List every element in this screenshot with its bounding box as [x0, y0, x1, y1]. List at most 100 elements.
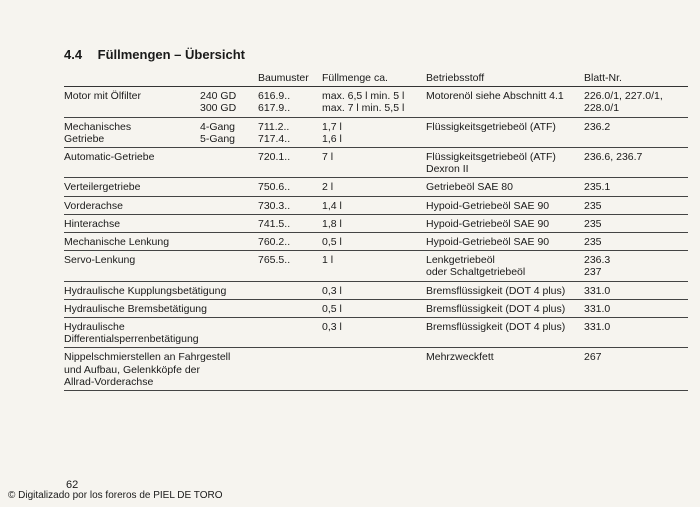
cell-blatt: 331.0	[584, 321, 688, 345]
cell-variant	[200, 181, 258, 193]
name-text: und Aufbau, Gelenkköpfe der	[64, 363, 201, 376]
cell-name: Vorderachse	[64, 200, 200, 212]
fuellmenge-text: 1,7 l	[322, 120, 342, 133]
table-row: Mechanisches Getriebe 4-Gang 5-Gang 711.2.. 7…	[64, 118, 688, 149]
betriebsstoff-text: Flüssigkeitsgetriebeöl (ATF)	[426, 151, 556, 164]
blatt-text: 236.2	[584, 120, 611, 133]
table-row: Verteilergetriebe 750.6.. 2 l Getriebeöl SA…	[64, 178, 688, 197]
cell-name: Hinterachse	[64, 218, 200, 230]
header-baumuster: Baumuster	[258, 72, 309, 84]
name-text: Motor mit Ölfilter	[64, 90, 142, 103]
cell-betriebsstoff: Hypoid-Getriebeöl SAE 90	[426, 218, 584, 230]
table-row: Nippelschmierstellen an Fahrgestell und A…	[64, 348, 688, 392]
cell-blatt: 236.6, 236.7	[584, 151, 688, 175]
name-text: Automatic-Getriebe	[64, 151, 155, 164]
cell-baumuster	[258, 285, 322, 297]
variant-text: 300 GD	[200, 102, 237, 115]
blatt-text: 235	[584, 217, 602, 230]
cell-blatt: 331.0	[584, 303, 688, 315]
name-text: Hydraulische	[64, 321, 125, 334]
cell-fuellmenge: 1,8 l	[322, 218, 426, 230]
betriebsstoff-text: Hypoid-Getriebeöl SAE 90	[426, 217, 550, 230]
cell-baumuster: 711.2.. 717.4..	[258, 121, 322, 145]
betriebsstoff-text: Motorenöl siehe Abschnitt 4.1	[426, 90, 564, 103]
name-text: Servo-Lenkung	[64, 254, 136, 267]
cell-name: Automatic-Getriebe	[64, 151, 200, 175]
cell-name: Verteilergetriebe	[64, 181, 200, 193]
cell-name: Hydraulische Bremsbetätigung	[64, 302, 207, 315]
cell-blatt: 226.0/1, 227.0/1, 228.0/1	[584, 90, 688, 114]
cell-blatt: 235	[584, 200, 688, 212]
cell-baumuster: 750.6..	[258, 181, 322, 193]
baumuster-text: 711.2..	[258, 120, 290, 133]
betriebsstoff-text: Flüssigkeitsgetriebeöl (ATF)	[426, 120, 556, 133]
cell-name: Mechanisches Getriebe	[64, 121, 200, 145]
cell-betriebsstoff: Flüssigkeitsgetriebeöl (ATF)	[426, 121, 584, 145]
name-text: Mechanische Lenkung	[64, 236, 170, 249]
blatt-text: 228.0/1	[584, 102, 620, 115]
cell-name: Hydraulische Kupplungsbetätigung	[64, 285, 226, 297]
cell-fuellmenge: 1,4 l	[322, 200, 426, 212]
baumuster-text: 616.9..	[258, 90, 291, 103]
fuellmenge-text: max. 7 l min. 5,5 l	[322, 102, 405, 115]
cell-betriebsstoff: Hypoid-Getriebeöl SAE 90	[426, 236, 584, 248]
name-text: Hydraulische Bremsbetätigung	[64, 302, 207, 315]
fuellmenge-text: 1,6 l	[322, 132, 342, 145]
fill-quantities-table: Baumuster Füllmenge ca. Betriebsstoff Bl…	[64, 72, 688, 392]
cell-fuellmenge	[322, 351, 426, 388]
cell-baumuster: 730.3..	[258, 200, 322, 212]
cell-variant	[200, 321, 258, 345]
cell-blatt: 235	[584, 218, 688, 230]
blatt-text: 237	[584, 266, 602, 279]
fuellmenge-text: 7 l	[322, 151, 334, 164]
fuellmenge-text: 0,5 l	[322, 302, 342, 315]
cell-name: Hydraulische Differentialsperrenbetätigun…	[64, 321, 200, 345]
name-text: Mechanisches	[64, 120, 132, 133]
cell-betriebsstoff: Bremsflüssigkeit (DOT 4 plus)	[426, 285, 584, 297]
cell-variant	[200, 303, 258, 315]
blatt-text: 226.0/1, 227.0/1,	[584, 90, 663, 103]
cell-blatt: 236.2	[584, 121, 688, 145]
cell-name: Servo-Lenkung	[64, 254, 200, 278]
fuellmenge-text: 1 l	[322, 254, 334, 267]
table-row: Automatic-Getriebe 720.1.. 7 l Flüssigkeits…	[64, 148, 688, 179]
betriebsstoff-text: Bremsflüssigkeit (DOT 4 plus)	[426, 321, 566, 334]
variant-text: 5-Gang	[200, 132, 236, 145]
betriebsstoff-text: Bremsflüssigkeit (DOT 4 plus)	[426, 284, 566, 297]
cell-variant	[200, 351, 258, 388]
fuellmenge-text: 0,5 l	[322, 236, 342, 249]
baumuster-text: 720.1..	[258, 151, 291, 164]
cell-name: Mechanische Lenkung	[64, 236, 200, 248]
cell-betriebsstoff: Getriebeöl SAE 80	[426, 181, 584, 193]
table-row: Hydraulische Differentialsperrenbetätigun…	[64, 318, 688, 349]
name-text: Hinterachse	[64, 217, 121, 230]
cell-variant	[200, 285, 258, 297]
name-text: Allrad-Vorderachse	[64, 375, 154, 388]
blatt-text: 267	[584, 351, 602, 364]
cell-variant	[200, 200, 258, 212]
cell-variant	[200, 151, 258, 175]
cell-fuellmenge: max. 6,5 l min. 5 l max. 7 l min. 5,5 l	[322, 90, 426, 114]
cell-name: Motor mit Ölfilter	[64, 90, 200, 114]
header-blatt: Blatt-Nr.	[584, 72, 622, 84]
blatt-text: 236.6, 236.7	[584, 151, 643, 164]
cell-blatt: 267	[584, 351, 688, 388]
fuellmenge-text: 1,8 l	[322, 217, 342, 230]
blatt-text: 236.3	[584, 254, 611, 267]
cell-fuellmenge: 2 l	[322, 181, 426, 193]
betriebsstoff-text: Mehrzweckfett	[426, 351, 494, 364]
betriebsstoff-text: Hypoid-Getriebeöl SAE 90	[426, 199, 550, 212]
betriebsstoff-text: Hypoid-Getriebeöl SAE 90	[426, 236, 550, 249]
cell-fuellmenge: 0,5 l	[322, 236, 426, 248]
cell-blatt: 235.1	[584, 181, 688, 193]
fuellmenge-text: 1,4 l	[322, 199, 342, 212]
blatt-text: 235	[584, 236, 602, 249]
name-text: Getriebe	[64, 132, 105, 145]
table-header: Baumuster Füllmenge ca. Betriebsstoff Bl…	[64, 72, 688, 88]
cell-betriebsstoff: Lenkgetriebeöl oder Schaltgetriebeöl	[426, 254, 584, 278]
betriebsstoff-text: Lenkgetriebeöl	[426, 254, 495, 267]
cell-variant: 4-Gang 5-Gang	[200, 121, 258, 145]
cell-betriebsstoff: Mehrzweckfett	[426, 351, 584, 388]
cell-variant	[200, 254, 258, 278]
fuellmenge-text: max. 6,5 l min. 5 l	[322, 90, 405, 103]
